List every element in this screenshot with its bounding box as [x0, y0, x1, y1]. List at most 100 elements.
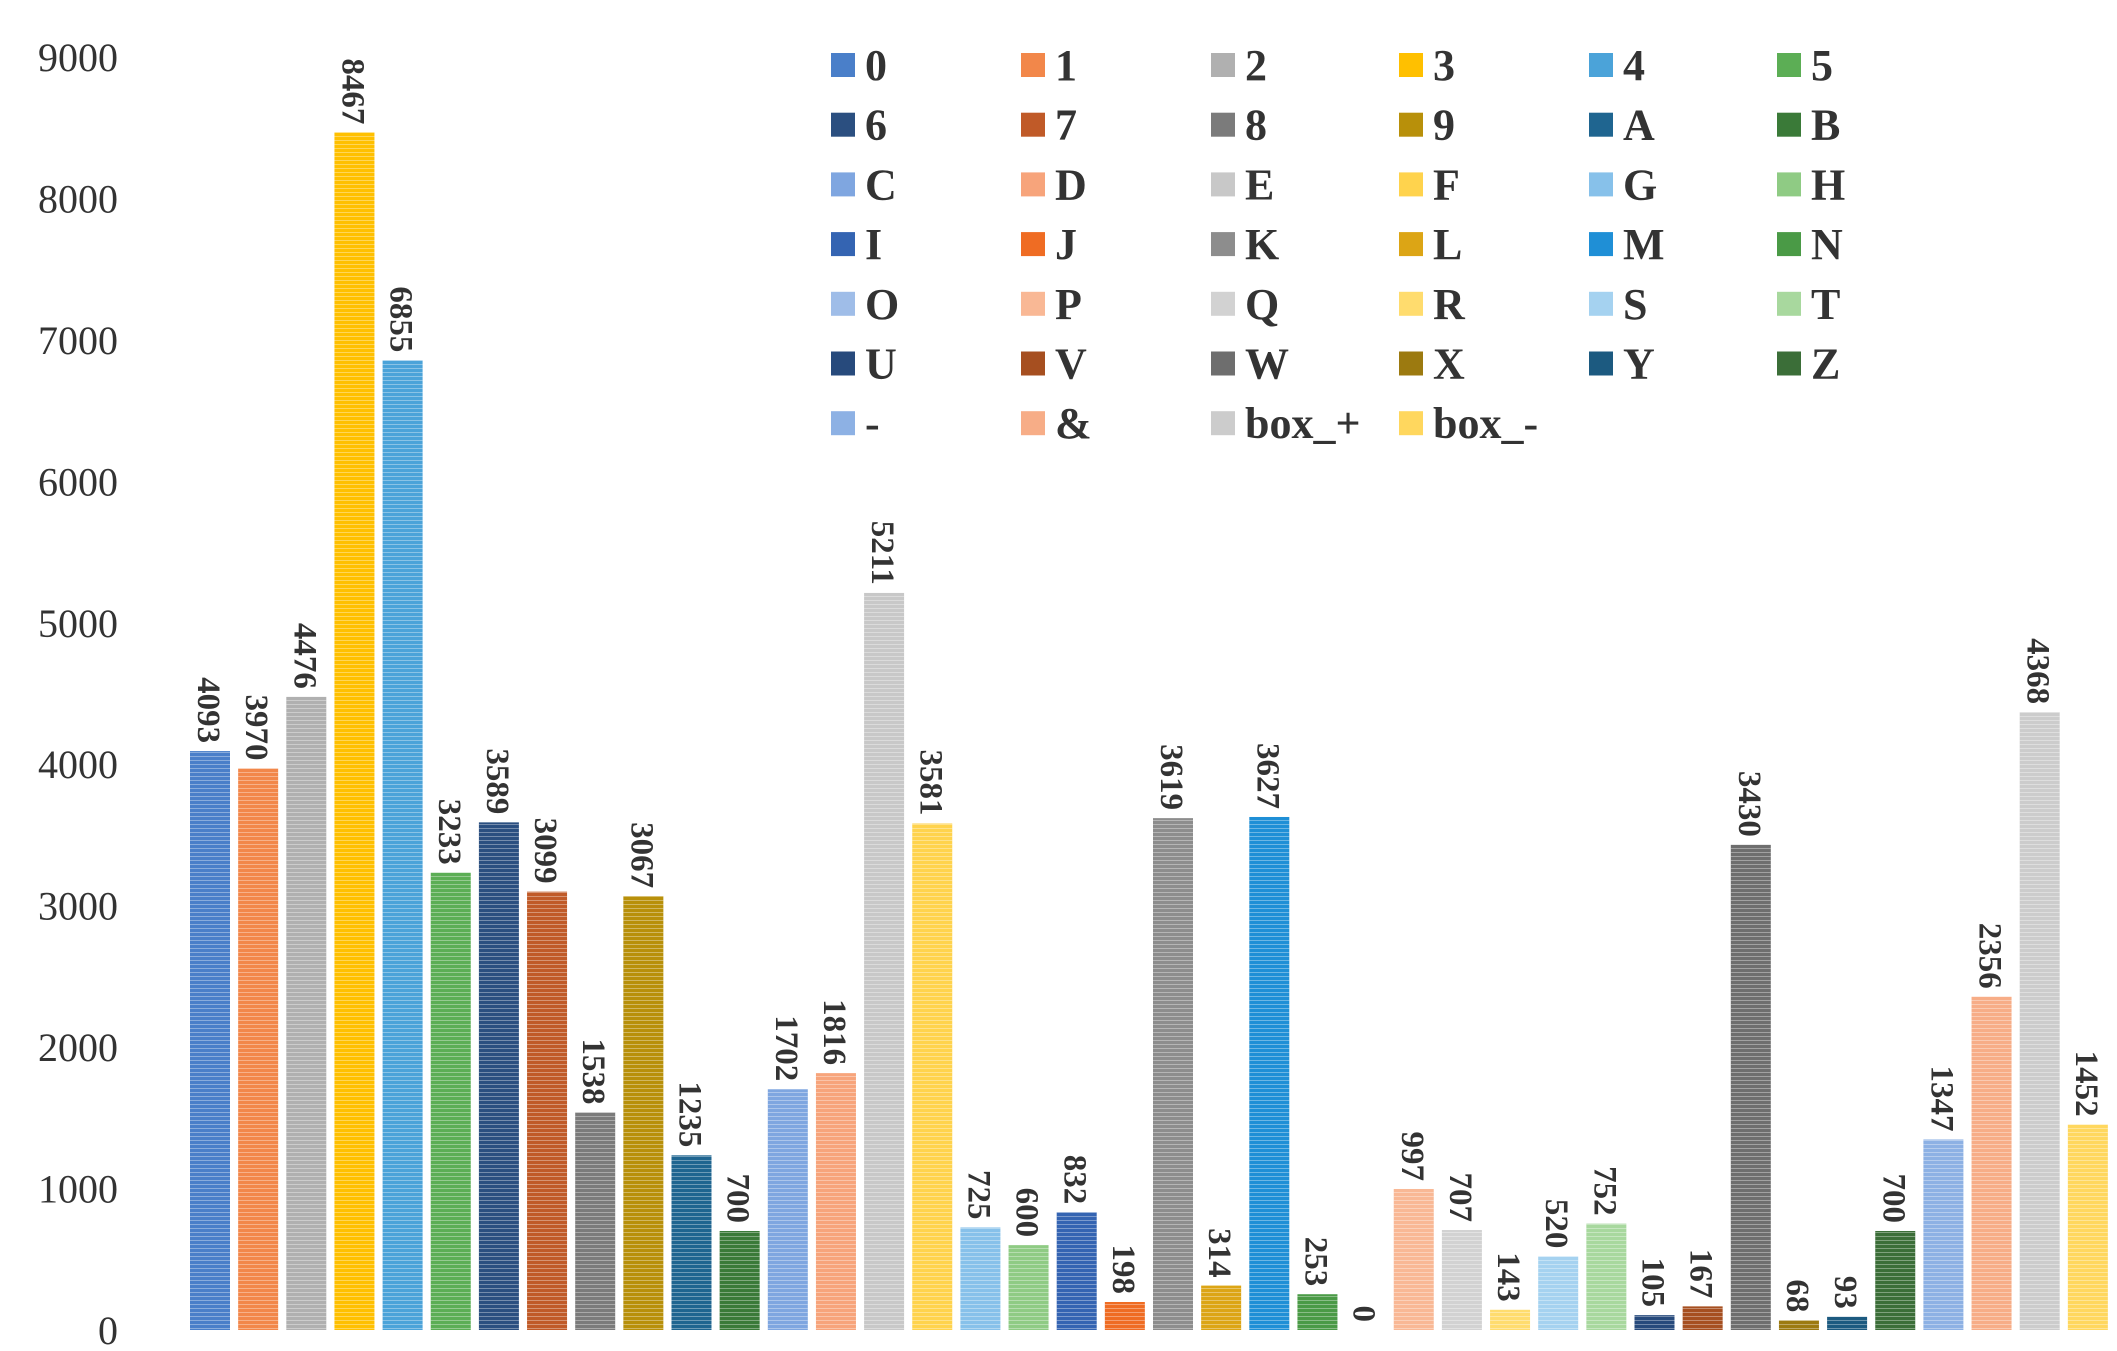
- legend-label: 5: [1811, 41, 1833, 90]
- legend-swatch: [1021, 172, 1045, 197]
- legend-swatch: [831, 172, 855, 197]
- legend-label: U: [865, 340, 897, 389]
- bar-texture: [238, 768, 279, 1330]
- legend-swatch: [1399, 411, 1423, 436]
- value-label: 253: [1297, 1237, 1333, 1287]
- legend-swatch: [1777, 232, 1801, 257]
- value-label: 1452: [2068, 1051, 2104, 1117]
- bar-texture: [1249, 816, 1290, 1330]
- bar-texture: [1875, 1230, 1916, 1330]
- legend-swatch: [1777, 291, 1801, 316]
- bar-texture: [2067, 1124, 2108, 1330]
- legend-swatch: [1589, 351, 1613, 376]
- legend-label: 8: [1245, 101, 1267, 150]
- bar-texture: [1634, 1315, 1675, 1330]
- bar-texture: [1008, 1245, 1049, 1330]
- legend-swatch: [1021, 232, 1045, 257]
- bar-texture: [1827, 1316, 1868, 1330]
- bar-texture: [1971, 996, 2012, 1330]
- value-label: 832: [1057, 1155, 1093, 1205]
- legend-label: W: [1245, 340, 1289, 389]
- value-label: 1702: [768, 1015, 804, 1081]
- legend-label: R: [1433, 280, 1466, 329]
- value-label: 700: [1875, 1173, 1911, 1223]
- legend-swatch: [1211, 351, 1235, 376]
- legend-label: P: [1055, 280, 1082, 329]
- legend-swatch: [1777, 112, 1801, 137]
- legend: 0 1 2 3 4 5 6 7 8 9 A B C D E F G H I J K L M N O P Q R S T U V W X Y Z - & bo…: [831, 41, 1845, 448]
- legend-swatch: [1211, 232, 1235, 257]
- legend-label: X: [1433, 340, 1465, 389]
- bar-texture: [1730, 844, 1771, 1330]
- legend-label: O: [865, 280, 899, 329]
- legend-label: N: [1811, 220, 1843, 269]
- value-label: 3233: [431, 799, 467, 865]
- legend-swatch: [1589, 291, 1613, 316]
- bar-texture: [190, 751, 230, 1330]
- bar-texture: [575, 1112, 616, 1330]
- value-label: 1538: [575, 1038, 611, 1104]
- value-label: 3589: [479, 748, 515, 814]
- legend-label: 7: [1055, 101, 1077, 150]
- legend-label: H: [1811, 160, 1845, 209]
- legend-label: 1: [1055, 41, 1077, 90]
- bar-texture: [1393, 1188, 1434, 1330]
- legend-swatch: [1589, 53, 1613, 77]
- legend-label: box_-: [1433, 399, 1538, 448]
- legend-label: L: [1433, 220, 1462, 269]
- legend-label: 6: [865, 101, 887, 150]
- legend-swatch: [1021, 112, 1045, 137]
- legend-swatch: [1399, 112, 1423, 137]
- bar-texture: [286, 696, 327, 1330]
- legend-swatch: [1021, 53, 1045, 77]
- legend-swatch: [831, 53, 855, 77]
- bar-texture: [1586, 1223, 1627, 1330]
- y-tick-label: 7000: [38, 318, 118, 363]
- legend-swatch: [831, 411, 855, 436]
- legend-swatch: [831, 291, 855, 316]
- bars: [190, 132, 2108, 1331]
- legend-swatch: [1589, 172, 1613, 197]
- value-label: 6855: [383, 286, 419, 352]
- y-tick-label: 9000: [38, 35, 118, 80]
- legend-label: Z: [1811, 340, 1840, 389]
- value-label: 4093: [190, 677, 226, 743]
- legend-label: E: [1245, 160, 1274, 209]
- legend-swatch: [1021, 351, 1045, 376]
- y-tick-label: 0: [98, 1308, 118, 1351]
- legend-label: K: [1245, 220, 1279, 269]
- value-label: 4476: [286, 623, 322, 689]
- value-label: 105: [1635, 1258, 1671, 1308]
- legend-label: 2: [1245, 41, 1267, 90]
- legend-swatch: [1399, 172, 1423, 197]
- value-label: 3970: [238, 694, 274, 760]
- legend-swatch: [831, 351, 855, 376]
- legend-swatch: [1211, 53, 1235, 77]
- bar-texture: [1056, 1212, 1097, 1330]
- legend-label: V: [1055, 340, 1087, 389]
- value-label: 93: [1827, 1276, 1863, 1309]
- legend-label: I: [865, 220, 882, 269]
- value-label: 314: [1201, 1228, 1237, 1278]
- value-label: 143: [1490, 1252, 1526, 1302]
- value-label: 167: [1683, 1249, 1719, 1299]
- y-tick-label: 1000: [38, 1167, 118, 1212]
- y-tick-label: 3000: [38, 884, 118, 929]
- bar-texture: [382, 360, 423, 1331]
- legend-label: G: [1623, 160, 1657, 209]
- legend-label: 4: [1623, 41, 1645, 90]
- legend-swatch: [1021, 291, 1045, 316]
- legend-swatch: [1777, 53, 1801, 77]
- bar-texture: [1297, 1294, 1338, 1330]
- legend-label: 9: [1433, 101, 1455, 150]
- y-tick-label: 5000: [38, 601, 118, 646]
- legend-swatch: [1021, 411, 1045, 436]
- legend-swatch: [1399, 351, 1423, 376]
- legend-swatch: [1589, 232, 1613, 257]
- y-axis: 0 1000 2000 3000 4000 5000 6000 7000 8000 9000: [38, 35, 118, 1351]
- legend-label: Y: [1623, 340, 1655, 389]
- bar-texture: [912, 823, 953, 1330]
- legend-label: 3: [1433, 41, 1455, 90]
- bar-texture: [623, 896, 664, 1330]
